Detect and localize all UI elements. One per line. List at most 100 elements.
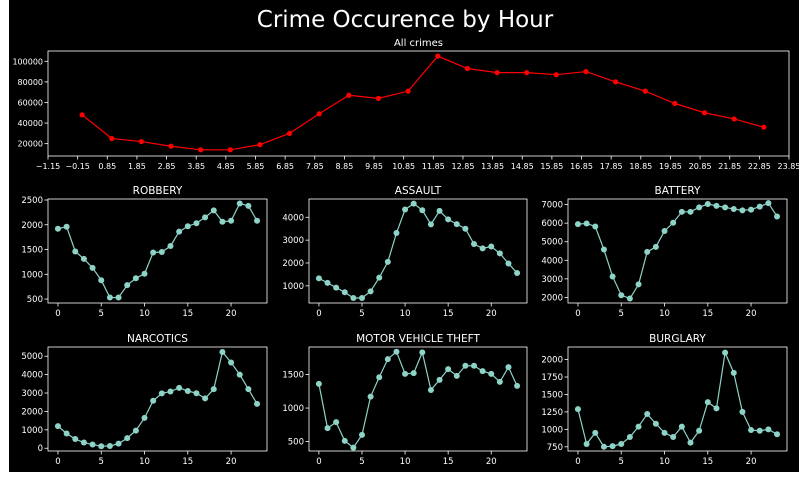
all-crimes-chart: All crimes −1.15 −0.15 0.85 1.85 2.85 3.85 4.85… [12,38,800,171]
assault-data-point [384,258,391,265]
robbery-data-point [193,220,200,227]
all-crimes-data-point [701,110,708,116]
robbery-y-tick-label: 2000 [21,221,43,231]
narcotics-data-point [236,371,243,378]
robbery-x-tick-label: 10 [139,309,150,319]
motor-vehicle-theft-y-tick-label: 1500 [282,371,304,381]
all-crimes-y-tick-label: 60000 [18,98,43,107]
all-crimes-data-point [583,68,589,75]
motor-vehicle-theft-data-point [410,370,417,377]
all-crimes-x-tick-label: 1.85 [128,162,146,171]
burglary-data-point [687,439,694,446]
narcotics-y-tick-label: 2000 [21,407,43,417]
burglary-data-point [574,406,581,413]
battery-y-tick-label: 7000 [541,201,563,211]
burglary-plot-frame [567,346,788,452]
robbery-y-tick-label: 2500 [21,196,43,206]
all-crimes-x-tick-label: 5.85 [247,162,265,171]
battery-data-point [730,206,737,213]
robbery-data-point [245,202,252,209]
assault-y-tick-label: 1000 [282,282,304,292]
assault-data-point [453,221,460,228]
narcotics-data-point [54,423,61,430]
motor-vehicle-theft-y-tick-label: 500 [288,438,304,448]
robbery-data-point [72,248,79,255]
motor-vehicle-theft-x-tick-label: 0 [316,457,321,467]
narcotics-y-tick-label: 1000 [21,426,43,436]
burglary-x-tick-label: 20 [746,457,757,467]
robbery-data-point [80,255,87,262]
all-crimes-data-point [168,143,174,149]
battery-y-tick-label: 5000 [541,238,563,248]
battery-data-point [687,208,694,215]
motor-vehicle-theft-plot-frame [308,346,528,452]
robbery-data-point [210,207,217,214]
all-crimes-x-tick-label: 9.85 [365,162,383,171]
robbery-data-point [89,264,96,271]
burglary-y-tick-label: 1500 [541,390,563,400]
all-crimes-data-point [642,88,648,94]
battery-data-point [670,219,677,226]
assault-data-point [427,221,434,228]
battery-x-tick-label: 15 [702,309,713,319]
all-crimes-data-point [524,70,530,76]
narcotics-data-point [184,387,191,394]
assault-data-point [445,216,452,223]
robbery-data-point [115,294,122,301]
battery-y-tick-label: 2000 [541,293,563,303]
motor-vehicle-theft-title: MOTOR VEHICLE THEFT [356,333,480,345]
motor-vehicle-theft-x-tick-label: 20 [486,457,497,467]
robbery-data-point [228,217,235,224]
all-crimes-x-tick-label: 2.85 [158,162,176,171]
assault-data-point [341,289,348,296]
narcotics-x-tick-label: 15 [182,457,193,467]
battery-data-point [678,208,685,215]
motor-vehicle-theft-data-point [496,378,503,385]
assault-chart: ASSAULT 0 5 10 15 20 1000 2000 3000 4000 [282,185,528,319]
all-crimes-data-point [553,72,559,78]
assault-data-point [367,288,374,295]
burglary-data-point [730,369,737,376]
assault-data-point [479,245,486,252]
assault-data-point [462,225,469,232]
narcotics-data-point [63,430,70,437]
burglary-data-point [722,349,729,356]
robbery-plot-frame [47,198,268,304]
motor-vehicle-theft-data-point [445,366,452,373]
all-crimes-x-tick-label: −0.15 [65,162,90,171]
robbery-data-point [141,270,148,277]
burglary-data-point [600,443,607,450]
battery-x-tick-label: 5 [619,309,624,319]
burglary-data-point [670,434,677,441]
narcotics-chart: NARCOTICS 0 5 10 15 20 0 1000 2000 3000 4000 5000 [21,333,268,467]
all-crimes-data-point [494,70,500,76]
all-crimes-x-tick-label: 4.85 [217,162,235,171]
all-crimes-data-point [286,130,293,136]
all-crimes-y-tick-label: 100000 [12,57,43,66]
battery-x-tick-label: 10 [659,309,670,319]
motor-vehicle-theft-data-point [350,444,357,451]
battery-x-tick-label: 20 [746,309,757,319]
battery-data-point [574,221,581,228]
robbery-data-point [106,294,113,301]
narcotics-data-point [141,414,148,421]
all-crimes-data-point [138,138,144,145]
battery-data-point [652,243,659,250]
all-crimes-data-point [375,95,382,101]
narcotics-x-tick-label: 5 [99,457,104,467]
burglary-title: BURGLARY [649,333,706,345]
assault-x-tick-label: 0 [316,309,321,319]
burglary-y-tick-label: 2000 [541,356,563,366]
all-crimes-x-tick-label: 22.85 [748,162,771,171]
burglary-data-point [774,431,781,438]
robbery-data-point [63,223,70,230]
all-crimes-data-point [198,147,204,153]
narcotics-data-point [228,359,235,366]
motor-vehicle-theft-data-point [436,376,443,383]
all-crimes-data-point [346,92,352,98]
robbery-y-tick-label: 500 [27,295,43,305]
motor-vehicle-theft-x-tick-label: 5 [359,457,364,467]
battery-data-point [739,207,746,214]
burglary-data-point [652,420,659,427]
motor-vehicle-theft-data-point [384,356,391,363]
